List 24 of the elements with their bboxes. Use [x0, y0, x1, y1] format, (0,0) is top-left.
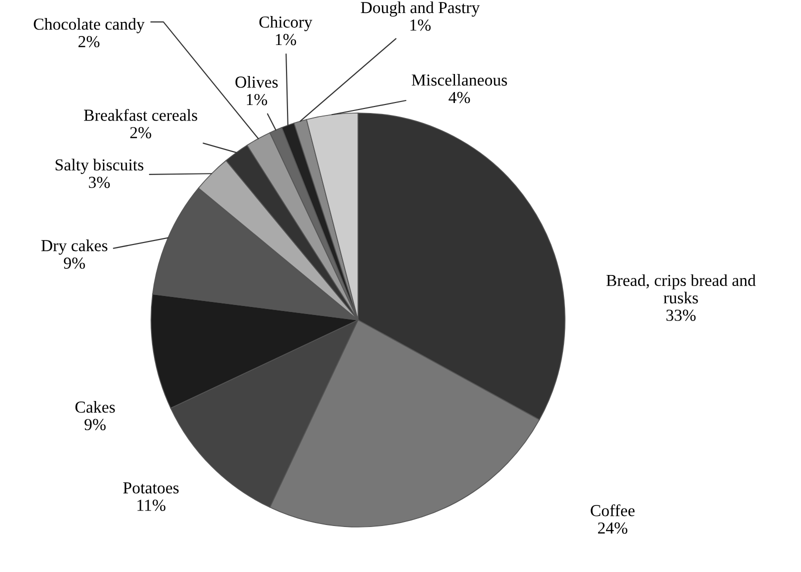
- data-label: 1%: [276, 34, 296, 46]
- slice-label: Dough and Pastry: [360, 1, 480, 17]
- data-label: 11%: [138, 500, 166, 511]
- data-label: 1%: [410, 19, 431, 31]
- slice-label: Dry cakes: [41, 240, 108, 255]
- slice-label: Potatoes: [123, 482, 179, 494]
- data-label: 33%: [666, 310, 696, 321]
- data-label: 2%: [130, 127, 152, 138]
- slice-label: Chocolate candy: [34, 18, 145, 34]
- data-label: 9%: [84, 418, 106, 430]
- slice-label: Cakes: [75, 401, 115, 413]
- slice-label: Olives: [235, 76, 278, 88]
- data-label: 24%: [598, 522, 628, 534]
- slice-label: Bread, crips bread and rusks: [606, 274, 756, 304]
- slice-label: Coffee: [590, 504, 635, 516]
- slice-label: Chicory: [259, 16, 312, 32]
- data-label: 1%: [246, 94, 268, 106]
- slice-label: Miscellaneous: [412, 74, 507, 86]
- data-label: 9%: [64, 257, 85, 269]
- data-label: 2%: [78, 36, 100, 48]
- slice-label: Breakfast cereals: [84, 108, 198, 121]
- slice-label: Salty biscuits: [56, 158, 144, 174]
- data-label: 3%: [88, 176, 110, 188]
- data-label: 4%: [448, 92, 470, 104]
